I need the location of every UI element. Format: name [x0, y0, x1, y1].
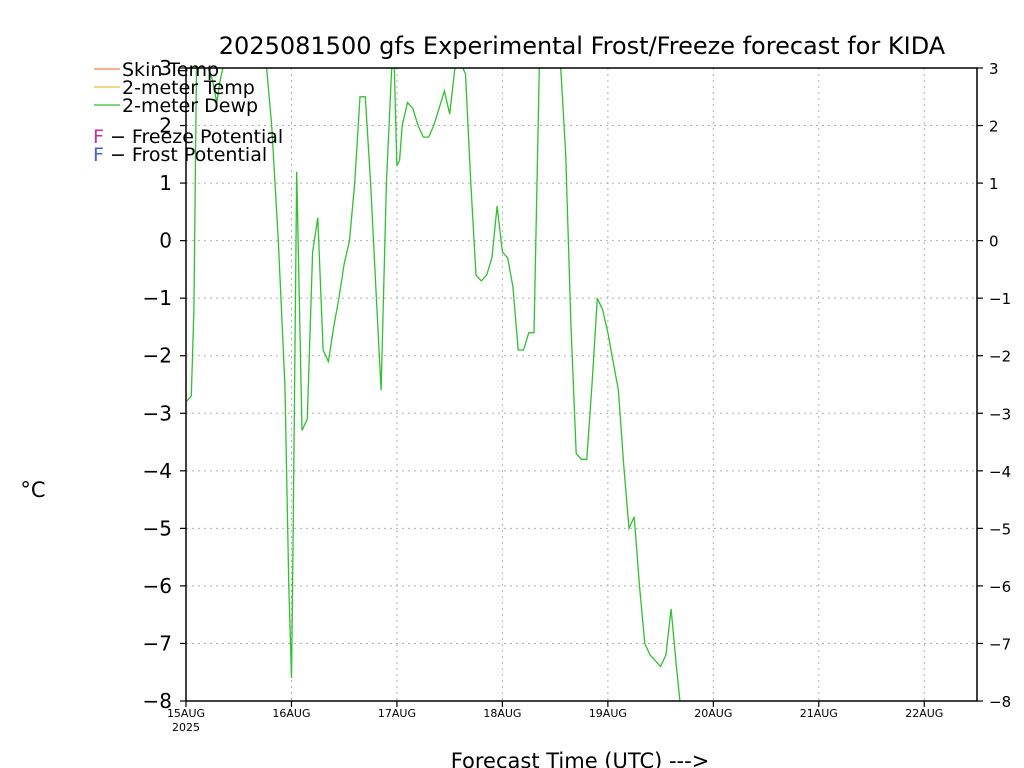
y-tick-label-right: −3 — [989, 405, 1011, 423]
y-tick-label-left: 3 — [159, 56, 172, 80]
legend-note-symbol: F — [93, 144, 104, 166]
y-tick-label-left: 2 — [159, 114, 172, 138]
grid-lines — [186, 68, 977, 701]
y-tick-label-right: −6 — [989, 578, 1011, 596]
x-tick-label: 16AUG — [272, 707, 310, 720]
x-axis-label: Forecast Time (UTC) ---> — [451, 749, 710, 768]
y-tick-label-right: −7 — [989, 635, 1011, 653]
x-tick-label: 15AUG — [167, 707, 205, 720]
y-tick-label-right: 2 — [989, 118, 999, 136]
y-tick-label-right: −1 — [989, 290, 1011, 308]
x-tick-label: 17AUG — [378, 707, 416, 720]
y-tick-label-left: −8 — [143, 689, 172, 713]
legend-label: 2-meter Temp — [122, 77, 255, 99]
legend-label: 2-meter Dewp — [122, 95, 258, 117]
y-tick-label-left: 0 — [159, 229, 172, 253]
y-tick-label-left: −6 — [143, 574, 172, 598]
y-tick-label-right: 1 — [989, 175, 999, 193]
y-tick-label-left: −7 — [143, 631, 172, 655]
y-tick-label-right: 3 — [989, 60, 999, 78]
y-tick-label-left: −4 — [143, 459, 172, 483]
plot-frame — [185, 67, 978, 702]
x-tick-label: 21AUG — [800, 707, 838, 720]
y-tick-label-left: −1 — [143, 286, 172, 310]
y-tick-label-right: −4 — [989, 463, 1011, 481]
y-tick-label-right: −2 — [989, 348, 1011, 366]
x-tick-label: 19AUG — [589, 707, 627, 720]
legend-note-symbol: F — [93, 126, 104, 148]
y-tick-label-left: −2 — [143, 344, 172, 368]
series-line-dewpoint — [186, 68, 681, 701]
chart-title: 2025081500 gfs Experimental Frost/Freeze… — [219, 32, 946, 60]
y-tick-label-right: −8 — [989, 693, 1011, 711]
legend-note-text: − Frost Potential — [104, 144, 267, 166]
legend-note-text: − Freeze Potential — [104, 126, 283, 148]
x-tick-sublabel: 2025 — [172, 721, 200, 734]
legend-note: F − Frost Potential — [93, 144, 267, 166]
y-tick-label-left: −5 — [143, 516, 172, 540]
y-tick-label-right: −5 — [989, 520, 1011, 538]
y-tick-label-left: −3 — [143, 401, 172, 425]
x-tick-label: 22AUG — [905, 707, 943, 720]
y-tick-label-left: 1 — [159, 171, 172, 195]
series-layer — [186, 68, 681, 701]
x-tick-label: 18AUG — [483, 707, 521, 720]
legend-note: F − Freeze Potential — [93, 126, 283, 148]
x-tick-label: 20AUG — [694, 707, 732, 720]
y-tick-label-right: 0 — [989, 233, 999, 251]
legend-label: Skin Temp — [122, 59, 219, 81]
y-axis-ticks: 3 3 2 2 1 1 0 0 −1 −1 −2 −2 −3 −3 −4 −4 −5 −5 −6 −6 −7 −7 −8 −8 — [143, 56, 1012, 713]
y-axis-label: °C — [20, 478, 45, 502]
